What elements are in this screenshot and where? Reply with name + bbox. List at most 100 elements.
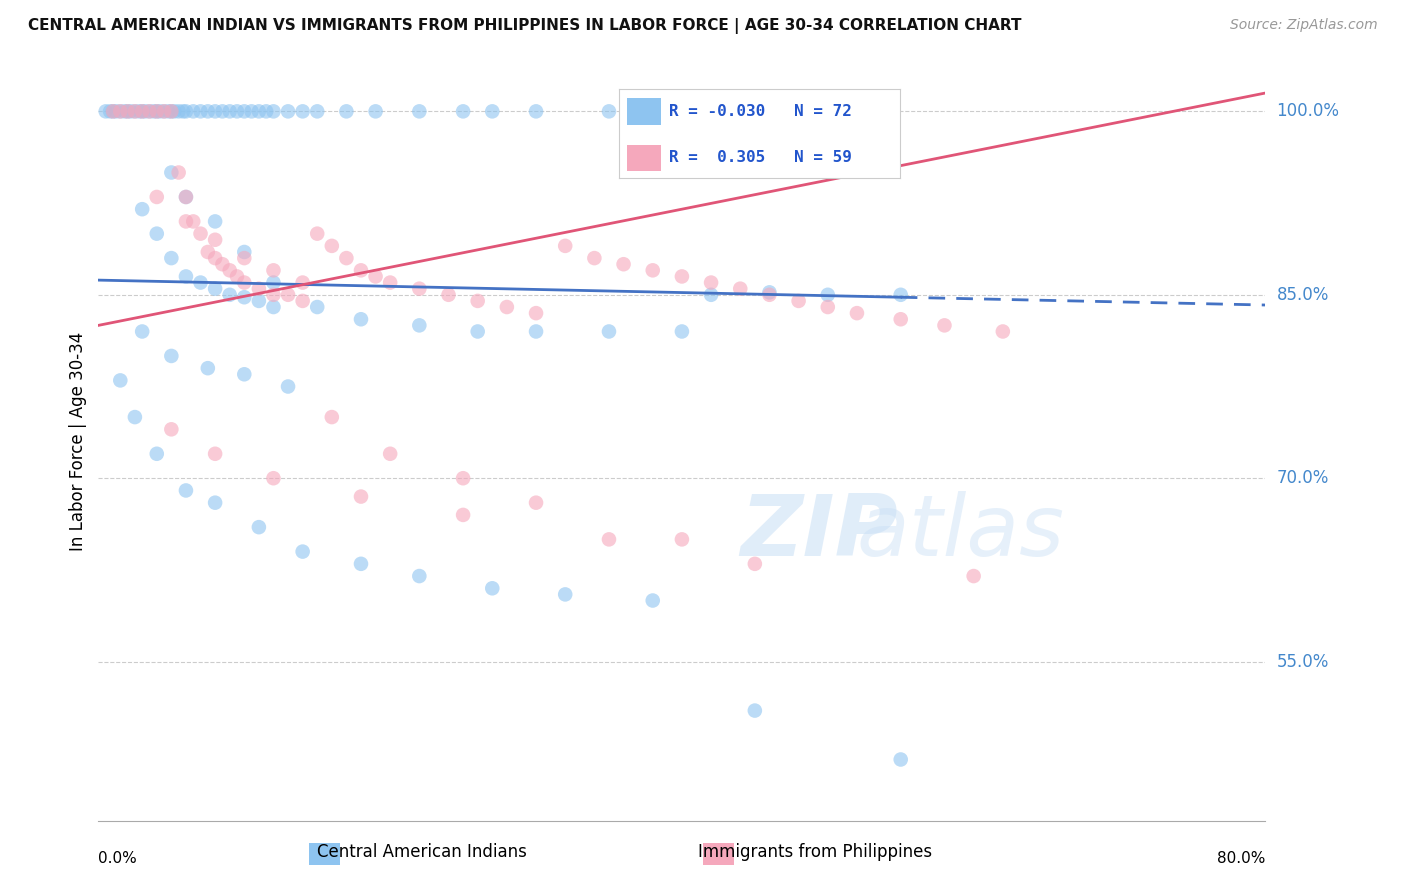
Point [190, 276, 212, 290]
Point [153, 104, 176, 119]
Point [408, 282, 430, 296]
Point [190, 227, 212, 241]
Point [128, 104, 150, 119]
Point [160, 104, 183, 119]
Point [641, 104, 664, 119]
Point [321, 239, 343, 253]
Point [380, 447, 402, 461]
Point [131, 104, 153, 119]
Point [335, 104, 357, 119]
Point [408, 104, 430, 119]
Point [307, 227, 329, 241]
Point [671, 269, 693, 284]
Point [204, 496, 226, 510]
Point [700, 276, 723, 290]
Point [598, 325, 620, 339]
Point [277, 104, 299, 119]
Point [101, 104, 124, 119]
Point [496, 300, 519, 314]
Point [218, 104, 240, 119]
Text: Immigrants from Philippines: Immigrants from Philippines [699, 843, 932, 861]
Point [101, 104, 124, 119]
Text: 70.0%: 70.0% [1277, 469, 1329, 487]
Point [181, 214, 204, 228]
Point [277, 379, 299, 393]
Point [124, 104, 146, 119]
Point [962, 569, 984, 583]
Point [744, 557, 766, 571]
Point [204, 447, 226, 461]
Point [114, 104, 136, 119]
Text: 55.0%: 55.0% [1277, 653, 1329, 671]
Point [641, 263, 664, 277]
Point [226, 269, 249, 284]
Point [174, 190, 197, 204]
Point [613, 257, 636, 271]
Point [481, 582, 503, 596]
Point [451, 471, 474, 485]
Point [138, 104, 160, 119]
Point [233, 251, 256, 265]
Point [730, 282, 752, 296]
Point [211, 257, 233, 271]
Point [153, 104, 176, 119]
Point [181, 104, 204, 119]
Point [321, 410, 343, 425]
Text: 80.0%: 80.0% [1218, 851, 1265, 866]
Text: 100.0%: 100.0% [1277, 103, 1340, 120]
Point [524, 325, 547, 339]
Point [172, 104, 194, 119]
Point [408, 318, 430, 333]
Point [124, 104, 146, 119]
Point [263, 471, 285, 485]
Point [120, 104, 142, 119]
Point [890, 752, 912, 766]
Point [247, 293, 270, 308]
Point [247, 520, 270, 534]
Point [307, 104, 329, 119]
Point [291, 293, 314, 308]
Point [160, 349, 183, 363]
Point [467, 325, 489, 339]
Point [263, 263, 285, 277]
Point [817, 287, 839, 301]
Point [146, 447, 169, 461]
Point [149, 104, 172, 119]
Point [758, 285, 780, 300]
Point [211, 104, 233, 119]
Point [598, 104, 620, 119]
Point [240, 104, 263, 119]
Point [350, 312, 373, 326]
Point [204, 251, 226, 265]
Text: 85.0%: 85.0% [1277, 285, 1329, 304]
Point [671, 325, 693, 339]
Point [890, 287, 912, 301]
Bar [627, 145, 661, 171]
Point [583, 251, 606, 265]
Point [174, 483, 197, 498]
Text: CENTRAL AMERICAN INDIAN VS IMMIGRANTS FROM PHILIPPINES IN LABOR FORCE | AGE 30-3: CENTRAL AMERICAN INDIAN VS IMMIGRANTS FR… [28, 18, 1022, 34]
Point [350, 263, 373, 277]
Point [117, 104, 139, 119]
Point [146, 190, 169, 204]
Point [263, 300, 285, 314]
Point [174, 104, 197, 119]
Point [124, 410, 146, 425]
Point [131, 202, 153, 217]
Point [226, 104, 249, 119]
Point [291, 104, 314, 119]
Point [291, 544, 314, 558]
Point [307, 300, 329, 314]
Point [247, 104, 270, 119]
Point [890, 312, 912, 326]
Point [467, 293, 489, 308]
Point [134, 104, 156, 119]
Text: 0.0%: 0.0% [98, 851, 138, 866]
Point [350, 490, 373, 504]
Point [160, 165, 183, 179]
Point [744, 704, 766, 718]
Point [146, 104, 169, 119]
Point [197, 361, 219, 376]
Point [364, 269, 387, 284]
Point [218, 263, 240, 277]
